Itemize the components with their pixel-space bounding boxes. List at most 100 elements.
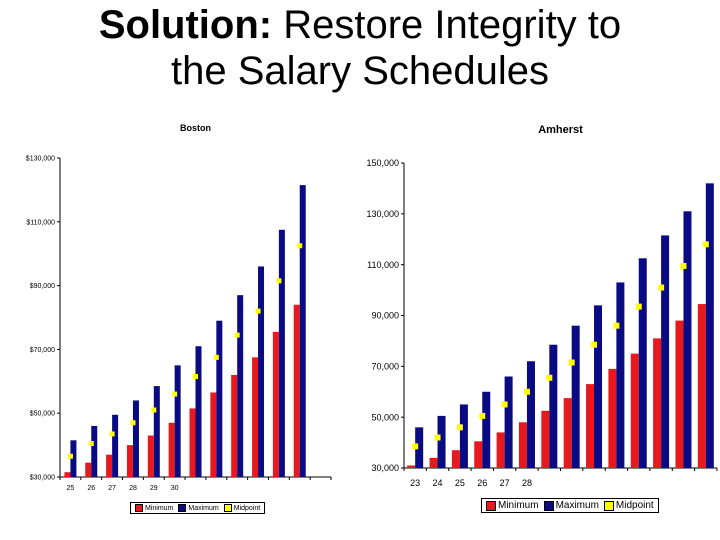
slide-title-line1: Restore Integrity to: [272, 3, 622, 47]
boston-bar-maximum: [299, 185, 306, 478]
boston-midpoint-marker: [255, 308, 261, 314]
amherst-bar-maximum: [526, 361, 535, 468]
boston-legend: Minimum Maximum Midpoint: [130, 502, 266, 514]
boston-bar-minimum: [293, 304, 300, 477]
boston-bar-maximum: [132, 400, 139, 477]
amherst-midpoint-marker: [680, 262, 687, 269]
amherst-bar-maximum: [415, 427, 424, 468]
boston-bar-minimum: [168, 422, 175, 477]
boston-y-tick-label: $30,000: [30, 474, 55, 481]
amherst-bar-maximum: [504, 376, 513, 468]
boston-x-tick-label: 25: [67, 485, 75, 492]
amherst-bar-minimum: [407, 465, 416, 468]
amherst-chart: Amherst 30,000 50,000 70,000 90,000 110,000 13…: [366, 124, 718, 488]
amherst-bar-maximum: [437, 415, 446, 468]
boston-bar-maximum: [91, 425, 98, 477]
slide-title-bold: Solution:: [98, 3, 273, 47]
amherst-legend-swatch-maximum: [543, 500, 554, 511]
boston-bar-maximum: [112, 414, 119, 477]
amherst-y-tick-label: 50,000: [371, 412, 399, 422]
amherst-y-tick-label: 30,000: [371, 463, 399, 473]
boston-bar-minimum: [64, 472, 71, 477]
boston-bar-maximum: [70, 440, 77, 477]
boston-x-tick-label: 29: [150, 485, 158, 492]
amherst-bar-minimum: [541, 410, 550, 468]
boston-y-tick-label: $110,000: [26, 219, 55, 226]
boston-legend-label-maximum: Maximum: [188, 504, 219, 512]
amherst-bar-maximum: [549, 344, 558, 468]
amherst-midpoint-marker: [412, 443, 419, 450]
amherst-bar-minimum: [675, 320, 684, 468]
boston-bar-minimum: [106, 454, 113, 477]
amherst-x-tick-label: 27: [500, 478, 510, 488]
boston-y-tick-label: $130,000: [26, 155, 55, 162]
amherst-x-tick-label: 26: [477, 478, 487, 488]
amherst-midpoint-marker: [702, 241, 709, 248]
amherst-midpoint-marker: [568, 359, 575, 366]
boston-legend-label-midpoint: Midpoint: [233, 504, 261, 512]
amherst-x-tick-label: 24: [433, 478, 443, 488]
amherst-bar-maximum: [459, 404, 468, 468]
boston-midpoint-marker: [130, 420, 136, 426]
boston-midpoint-marker: [67, 453, 73, 459]
amherst-bar-maximum: [683, 211, 692, 468]
amherst-midpoint-marker: [635, 303, 642, 310]
amherst-bar-minimum: [518, 422, 527, 468]
boston-midpoint-marker: [151, 407, 157, 413]
boston-y-tick-label: $70,000: [30, 347, 55, 354]
amherst-y-tick-label: 130,000: [366, 209, 399, 219]
boston-legend-swatch-minimum: [135, 504, 143, 512]
boston-bar-minimum: [189, 408, 196, 477]
boston-bar-minimum: [210, 392, 217, 477]
amherst-midpoint-marker: [523, 388, 530, 395]
boston-bar-minimum: [85, 462, 92, 477]
boston-midpoint-marker: [172, 391, 178, 397]
boston-chart: Boston $30,000 $50,000 $70,000 $90,000 $110,0…: [26, 123, 332, 492]
boston-midpoint-marker: [234, 332, 240, 338]
boston-midpoint-marker: [88, 441, 94, 447]
amherst-x-tick-label: 28: [522, 478, 532, 488]
amherst-bar-minimum: [451, 450, 460, 468]
amherst-legend-item-midpoint: Midpoint: [603, 500, 654, 511]
amherst-midpoint-marker: [501, 401, 508, 408]
boston-bar-minimum: [231, 374, 238, 477]
amherst-x-tick-label: 25: [455, 478, 465, 488]
amherst-legend-item-minimum: Minimum: [486, 500, 539, 511]
boston-legend-item-midpoint: Midpoint: [223, 504, 261, 512]
boston-bar-maximum: [153, 386, 160, 477]
boston-legend-swatch-midpoint: [223, 504, 232, 512]
amherst-legend-label-maximum: Maximum: [555, 500, 599, 511]
amherst-midpoint-marker: [658, 284, 665, 291]
boston-chart-title: Boston: [180, 123, 211, 133]
amherst-bar-minimum: [697, 304, 706, 468]
amherst-y-tick-label: 90,000: [371, 311, 399, 321]
amherst-bar-maximum: [482, 391, 491, 468]
boston-bar-minimum: [272, 331, 279, 477]
amherst-midpoint-marker: [434, 434, 441, 441]
amherst-legend-swatch-midpoint: [603, 500, 614, 511]
boston-midpoint-marker: [276, 278, 282, 284]
boston-legend-label-minimum: Minimum: [145, 504, 174, 512]
amherst-bar-maximum: [616, 282, 625, 468]
amherst-chart-title: Amherst: [538, 124, 583, 136]
boston-midpoint-marker: [213, 354, 219, 360]
amherst-legend-label-midpoint: Midpoint: [615, 500, 654, 511]
amherst-legend-label-minimum: Minimum: [498, 500, 539, 511]
amherst-bar-minimum: [608, 368, 617, 468]
amherst-midpoint-marker: [613, 322, 620, 329]
boston-midpoint-marker: [109, 431, 115, 437]
boston-y-tick-label: $50,000: [30, 411, 55, 418]
amherst-midpoint-marker: [479, 412, 486, 419]
amherst-y-tick-label: 150,000: [366, 158, 399, 168]
boston-bar-maximum: [216, 320, 223, 477]
amherst-bar-maximum: [638, 258, 647, 468]
amherst-bar-minimum: [653, 338, 662, 468]
boston-x-tick-label: 27: [108, 485, 116, 492]
boston-x-tick-label: 30: [171, 485, 179, 492]
boston-bar-minimum: [126, 445, 133, 477]
amherst-midpoint-marker: [591, 341, 598, 348]
amherst-bar-maximum: [705, 183, 714, 469]
amherst-y-tick-label: 110,000: [367, 260, 399, 270]
boston-legend-swatch-maximum: [178, 504, 187, 512]
